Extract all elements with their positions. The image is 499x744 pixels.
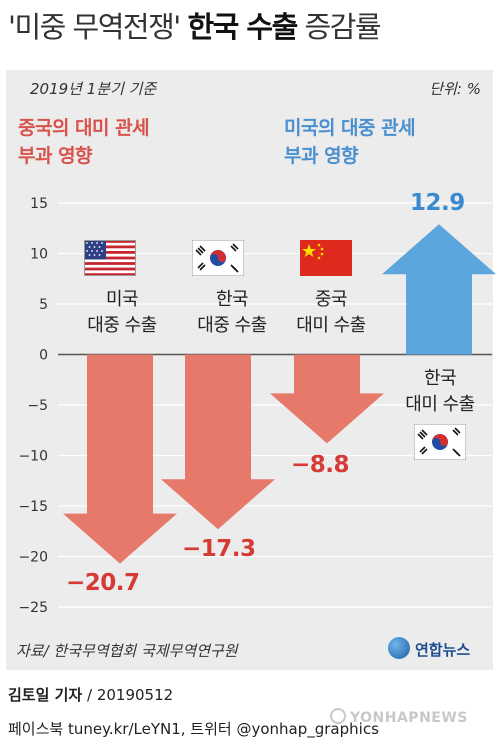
y-tick-label: 5 bbox=[39, 297, 48, 313]
category-label-1: 미국 대중 수출 bbox=[87, 289, 157, 336]
reporter-date: / 20190512 bbox=[87, 686, 174, 704]
y-tick-label: 15 bbox=[30, 196, 48, 212]
title-prefix: '미중 무역전쟁' bbox=[8, 10, 181, 44]
arrow-bars bbox=[63, 224, 496, 564]
reporter-name: 김토일 기자 bbox=[8, 686, 83, 704]
category-label-4: 한국 대미 수출 bbox=[405, 368, 475, 415]
arrow-bar-1 bbox=[63, 354, 177, 564]
korea-flag-icon bbox=[414, 424, 466, 460]
arrow-bar-2 bbox=[161, 354, 275, 530]
chart-subtitle: 2019년 1분기 기준 bbox=[30, 80, 157, 98]
category-label-2: 한국 대중 수출 bbox=[197, 289, 267, 336]
group-right-line1: 미국의 대중 관세 bbox=[284, 117, 416, 139]
y-tick-label: −10 bbox=[18, 449, 48, 465]
group-label-left: 중국의 대미 관세 부과 영향 bbox=[18, 114, 150, 170]
title-suffix: 증감률 bbox=[304, 10, 382, 44]
group-left-line2: 부과 영향 bbox=[18, 145, 93, 167]
y-tick-label: −25 bbox=[18, 600, 48, 616]
chart-title: '미중 무역전쟁' 한국 수출 증감률 bbox=[8, 4, 498, 46]
value-label-2: −17.3 bbox=[182, 536, 256, 562]
group-label-right: 미국의 대중 관세 부과 영향 bbox=[284, 114, 416, 170]
source-note: 자료/ 한국무역협회 국제무역연구원 bbox=[16, 642, 238, 660]
y-tick-label: −20 bbox=[18, 550, 48, 566]
china-flag-icon bbox=[300, 240, 352, 276]
korea-flag-icon bbox=[192, 240, 244, 276]
y-tick-label: 10 bbox=[30, 247, 48, 263]
watermark-icon bbox=[330, 708, 346, 724]
value-label-4: 12.9 bbox=[410, 190, 465, 216]
reporter-line: 김토일 기자 / 20190512 bbox=[8, 684, 173, 705]
logo-text: 연합뉴스 bbox=[415, 641, 471, 659]
arrow-bar-4 bbox=[382, 224, 496, 355]
y-tick-label: 0 bbox=[39, 348, 48, 364]
watermark: YONHAPNEWS bbox=[330, 708, 468, 726]
unit-label: 단위: % bbox=[429, 80, 481, 98]
group-left-line1: 중국의 대미 관세 bbox=[18, 117, 150, 139]
social-line: 페이스북 tuney.kr/LeYN1, 트위터 @yonhap_graphic… bbox=[8, 720, 379, 738]
y-tick-label: −15 bbox=[18, 499, 48, 515]
us-flag-icon bbox=[84, 240, 136, 276]
value-label-3: −8.8 bbox=[291, 452, 350, 478]
yonhap-logo: 연합뉴스 bbox=[388, 635, 492, 665]
title-bold: 한국 수출 bbox=[187, 10, 298, 44]
arrow-bar-3 bbox=[270, 354, 384, 444]
value-label-1: −20.7 bbox=[66, 570, 140, 596]
group-right-line2: 부과 영향 bbox=[284, 145, 359, 167]
category-label-3: 중국 대미 수출 bbox=[296, 289, 366, 336]
y-tick-label: −5 bbox=[27, 398, 48, 414]
yonhap-logo-icon bbox=[388, 637, 410, 659]
